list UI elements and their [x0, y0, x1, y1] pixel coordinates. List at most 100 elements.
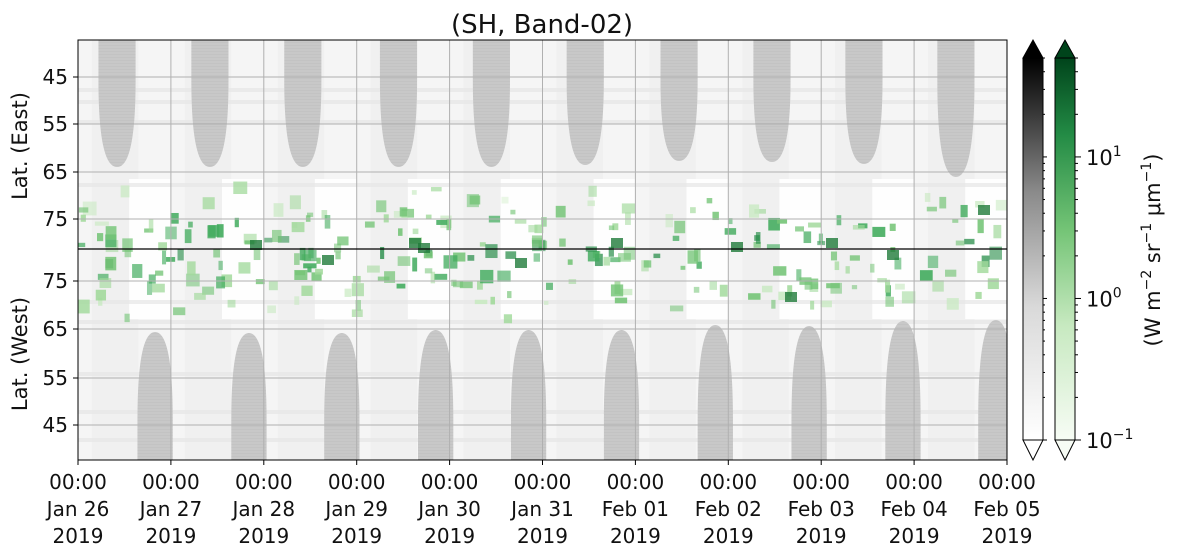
x-tick-label: Feb 04 [880, 497, 947, 521]
x-tick-label: 00:00 [699, 470, 757, 494]
green-blob [901, 291, 916, 304]
green-blob [430, 271, 436, 284]
x-tick-label: 00:00 [792, 470, 850, 494]
green-blob [753, 241, 761, 248]
green-blob [234, 217, 239, 228]
x-tick-label: Feb 05 [973, 497, 1040, 521]
green-blob [78, 242, 86, 248]
x-tick-label: 00:00 [328, 470, 386, 494]
green-blob [186, 273, 200, 287]
green-blob [709, 280, 718, 290]
green-blob [993, 224, 1002, 239]
green-blob [885, 279, 891, 293]
green-blob [383, 214, 389, 223]
green-blob [173, 307, 186, 316]
green-blob [514, 218, 527, 224]
x-tick-label: Jan 29 [323, 497, 388, 521]
gray-dome-bottom [137, 332, 173, 460]
green-blob [719, 284, 728, 297]
green-blob [826, 283, 840, 289]
green-blob [334, 243, 342, 253]
green-blob [849, 255, 860, 261]
green-blob [122, 238, 133, 252]
green-blob [216, 276, 226, 289]
green-blob [148, 219, 154, 232]
green-blob [423, 251, 433, 259]
green-blob [412, 257, 418, 272]
green-blob [289, 195, 301, 210]
green-blob [808, 222, 822, 228]
green-blob [98, 297, 103, 306]
green-blob [307, 212, 314, 217]
x-tick-label: 00:00 [885, 470, 943, 494]
green-blob [264, 237, 273, 243]
green-blob [617, 253, 631, 262]
colorbar-green-ticks: 10−1 100 101 [1043, 57, 1133, 453]
green-blob [105, 256, 117, 271]
green-blob [291, 222, 305, 233]
green-blob [213, 248, 221, 258]
green-blob [960, 204, 968, 218]
green-blob [146, 281, 153, 295]
green-blob [158, 242, 168, 251]
green-blob [255, 279, 265, 285]
green-blob [467, 255, 475, 261]
green-blob [94, 221, 109, 226]
green-blob [295, 270, 306, 276]
y-tick-label: 45 [43, 65, 68, 89]
green-blob-core [250, 240, 262, 250]
green-blob [680, 265, 686, 270]
green-blob [480, 269, 494, 284]
gray-dome-top [937, 40, 975, 177]
x-tick-label: 2019 [145, 524, 196, 548]
green-blob [202, 197, 215, 210]
green-blob [155, 270, 164, 276]
x-tick-label: Jan 26 [45, 497, 110, 521]
x-tick-label: Jan 28 [230, 497, 295, 521]
green-blob [587, 200, 595, 207]
green-blob [587, 250, 600, 262]
green-blob [321, 210, 328, 219]
green-blob [939, 196, 947, 209]
gray-dome-bottom [885, 321, 921, 460]
green-blob [216, 224, 224, 238]
x-tick-label: 2019 [703, 524, 754, 548]
green-blob [964, 238, 975, 245]
x-tick-label: 2019 [982, 524, 1033, 548]
green-blob [610, 284, 624, 297]
green-blob [96, 233, 104, 242]
green-blob [124, 313, 130, 323]
green-blob [430, 187, 442, 192]
y-tick-label: 65 [43, 160, 68, 184]
green-blob [608, 246, 614, 257]
x-tick-label: 00:00 [607, 470, 665, 494]
green-blob [712, 211, 719, 221]
green-blob [872, 226, 886, 237]
x-tick-label: 2019 [424, 524, 475, 548]
green-blob [510, 209, 516, 215]
green-blob-core [322, 255, 334, 265]
green-blob [398, 228, 403, 236]
green-blob [244, 240, 255, 245]
green-blob [384, 271, 396, 283]
green-blob [271, 229, 282, 243]
green-blob [830, 251, 838, 261]
grid-lines [78, 40, 1007, 460]
green-blob [446, 219, 452, 231]
green-blob [796, 269, 802, 281]
green-blob [227, 299, 236, 308]
colorbar-green-bottom-arrow [1054, 439, 1076, 462]
green-blob [610, 257, 621, 263]
green-blob [870, 263, 875, 273]
y-tick-label: 75 [43, 269, 68, 293]
green-blob [412, 228, 419, 235]
green-blob [885, 296, 894, 307]
green-blob [952, 218, 959, 223]
green-blob-core [826, 238, 838, 248]
green-blob [541, 217, 547, 227]
gray-dome-top [284, 40, 322, 167]
y-tick-label: 75 [43, 207, 68, 231]
green-blob [766, 244, 780, 250]
gray-dome-top [191, 40, 229, 167]
